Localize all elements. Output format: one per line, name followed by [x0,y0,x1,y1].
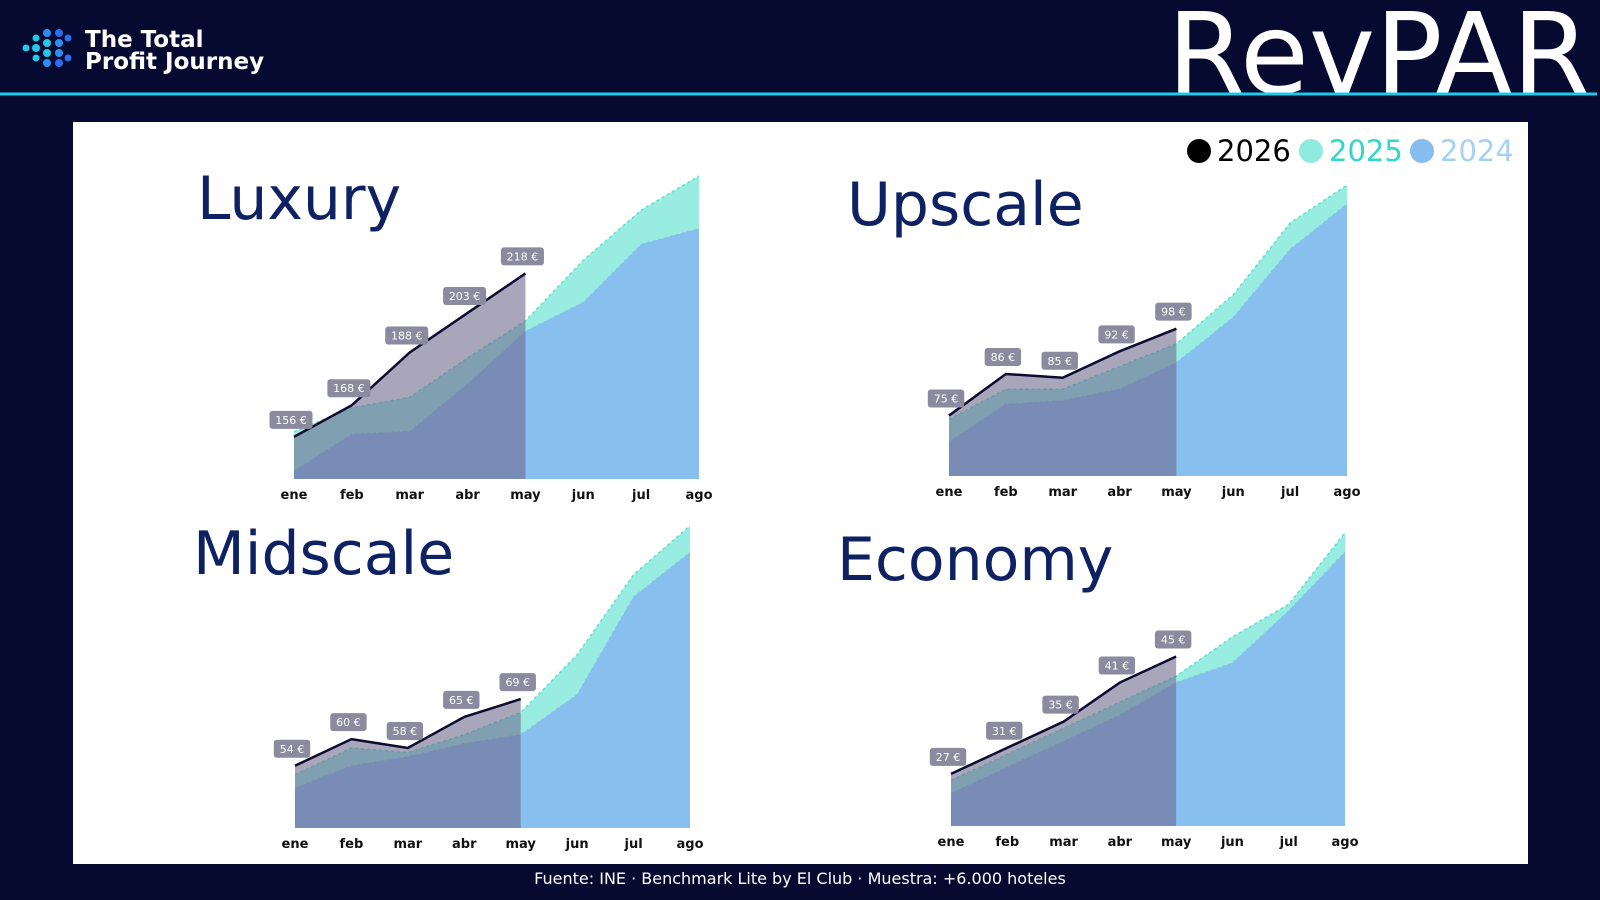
value-label-bg [500,247,544,266]
value-label: 31 € [992,725,1017,738]
x-tick-label: abr [455,488,480,503]
x-tick-label: jul [623,837,642,852]
x-tick-label: jun [565,837,589,852]
series-line [948,203,1348,443]
value-label-bg [330,713,367,732]
legend-swatch [1410,139,1434,163]
value-label-bg [385,326,429,345]
series-area [295,552,690,828]
series-area [949,328,1177,476]
x-tick-label: mar [1048,485,1077,500]
value-label: 41 € [1105,660,1130,673]
logo-text: The Total [85,27,204,53]
value-label: 168 € [333,382,365,395]
value-label: 45 € [1161,633,1186,646]
chart-title: Upscale [847,170,1084,240]
value-label: 54 € [280,743,305,756]
x-tick-label: feb [994,485,1018,500]
value-label: 75 € [934,393,959,406]
value-label-bg [986,721,1023,740]
x-tick-label: may [1161,485,1192,500]
x-tick-label: ago [1333,485,1360,500]
value-label-bg [929,747,967,766]
x-tick-label: feb [995,835,1019,850]
value-label-bg [443,286,487,305]
value-label-bg [273,739,311,758]
x-tick-label: jul [1280,485,1299,500]
x-tick-label: ene [936,485,963,500]
value-label: 27 € [936,751,961,764]
series-line [948,327,1177,417]
value-label: 58 € [393,725,418,738]
legend-label: 2025 [1329,134,1403,168]
value-label-bg [984,348,1022,366]
logo-text: Profit Journey [85,49,264,75]
x-tick-label: mar [395,488,424,503]
value-label-bg [443,690,480,709]
x-tick-label: jul [1279,835,1298,850]
series-area [294,228,699,479]
series-area [295,699,521,828]
x-tick-label: ene [281,488,308,503]
logo-icon [22,29,72,67]
x-tick-label: abr [1108,835,1133,850]
series-line [950,655,1177,775]
legend-swatch [1299,139,1323,163]
value-label: 35 € [1048,699,1073,712]
x-tick-label: may [506,837,537,852]
legend-label: 2024 [1440,134,1514,168]
x-tick-label: feb [340,837,364,852]
legend-swatch [1187,139,1211,163]
series-area [294,273,526,479]
x-tick-label: ago [1331,835,1358,850]
x-tick-label: may [510,488,541,503]
value-label: 86 € [991,351,1016,364]
page-title: RevPAR [1167,0,1590,120]
value-label: 69 € [505,676,530,689]
footer: Fuente: INE · Benchmark Lite by El Club … [534,869,1066,888]
series-line [294,697,522,767]
x-tick-label: mar [393,837,422,852]
chart-title: Midscale [193,519,454,589]
x-tick-label: jun [571,488,595,503]
chart-title: Economy [837,525,1113,595]
value-label: 188 € [391,329,423,342]
value-label: 98 € [1161,306,1186,319]
x-tick-label: mar [1049,835,1078,850]
x-tick-label: jul [631,488,650,503]
value-label-bg [1154,630,1192,649]
x-tick-label: jun [1221,485,1245,500]
x-tick-label: ene [282,837,309,852]
x-tick-label: abr [452,837,477,852]
value-label-bg [1041,351,1078,370]
value-label-bg [1098,325,1135,344]
legend-label: 2026 [1217,134,1291,168]
x-tick-label: ago [676,837,703,852]
value-label: 92 € [1104,328,1129,341]
x-tick-label: ene [938,835,965,850]
x-tick-label: feb [340,488,364,503]
value-label: 203 € [449,290,481,303]
value-label-bg [927,389,965,408]
value-label-bg [1042,695,1079,714]
x-tick-label: abr [1107,485,1132,500]
chart-title: Luxury [197,164,401,234]
x-tick-label: ago [685,488,712,503]
value-label-bg [1098,656,1136,675]
value-label: 218 € [507,250,539,263]
x-tick-label: may [1161,835,1192,850]
value-label: 60 € [336,716,361,729]
value-label: 65 € [449,694,474,707]
value-label-bg [386,722,424,740]
value-label-bg [499,673,536,692]
series-line [293,272,527,438]
value-label: 156 € [275,414,307,427]
series-area [951,656,1177,826]
x-tick-label: jun [1220,835,1244,850]
value-label: 85 € [1047,355,1072,368]
value-label-bg [327,379,371,398]
value-label-bg [1155,302,1192,321]
value-label-bg [269,410,313,429]
